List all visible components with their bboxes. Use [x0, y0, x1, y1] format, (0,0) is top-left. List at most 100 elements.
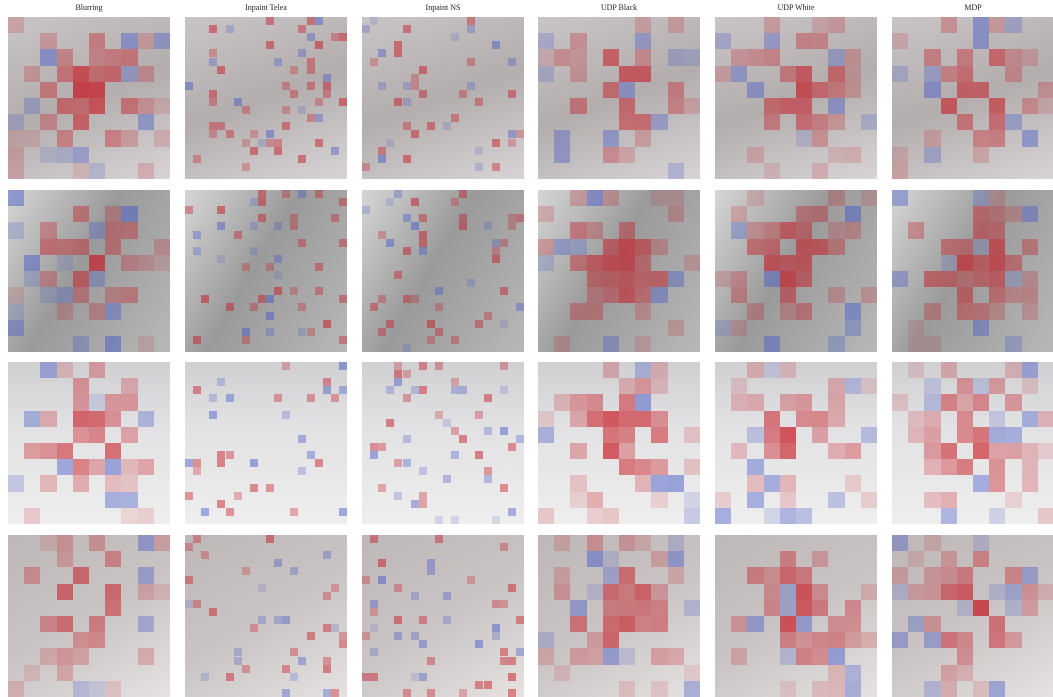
heat-patch — [193, 600, 201, 608]
heat-patch — [715, 492, 731, 508]
heat-patch — [892, 567, 908, 583]
heat-patch — [427, 122, 435, 130]
heat-patch — [941, 239, 957, 255]
saliency-panel — [362, 190, 524, 352]
heat-patch — [747, 492, 763, 508]
heat-patch — [362, 576, 370, 584]
heat-patch — [747, 567, 763, 583]
heat-patch — [780, 394, 796, 410]
heat-patch — [796, 584, 812, 600]
heat-patch — [747, 459, 763, 475]
heat-patch — [370, 451, 378, 459]
heat-patch — [105, 584, 121, 600]
heat-patch — [957, 271, 973, 287]
heat-patch — [492, 624, 500, 632]
heat-patch — [24, 130, 40, 146]
heat-patch — [908, 320, 924, 336]
heat-patch — [40, 222, 56, 238]
heat-patch — [635, 114, 651, 130]
heat-patch — [635, 271, 651, 287]
heat-patch — [459, 435, 467, 443]
heat-patch — [500, 600, 508, 608]
heat-patch — [989, 206, 1005, 222]
heat-patch — [1022, 303, 1038, 319]
heat-patch — [812, 17, 828, 33]
heat-patch — [957, 239, 973, 255]
heat-patch — [508, 90, 516, 98]
heat-patch — [185, 206, 193, 214]
heat-patch — [24, 508, 40, 524]
heat-patch — [731, 206, 747, 222]
heat-patch — [443, 475, 451, 483]
heat-patch — [603, 551, 619, 567]
heat-patch — [989, 378, 1005, 394]
heat-patch — [554, 336, 570, 352]
heat-patch — [323, 74, 331, 82]
heat-patch — [619, 648, 635, 664]
heat-patch — [323, 624, 331, 632]
heat-patch — [796, 82, 812, 98]
heat-patch — [651, 411, 667, 427]
heat-patch — [684, 255, 700, 271]
heat-patch — [298, 303, 306, 311]
heat-patch — [538, 411, 554, 427]
heat-patch — [475, 411, 483, 419]
heat-patch — [570, 648, 586, 664]
heat-patch — [845, 49, 861, 65]
heat-patch — [492, 41, 500, 49]
heat-patch — [307, 114, 315, 122]
heat-patch — [339, 198, 347, 206]
heat-patch — [989, 114, 1005, 130]
heat-patch — [105, 551, 121, 567]
heat-patch — [812, 239, 828, 255]
heat-patch — [957, 303, 973, 319]
heat-patch — [298, 328, 306, 336]
heat-patch — [989, 239, 1005, 255]
heat-patch — [828, 66, 844, 82]
heat-patch — [892, 271, 908, 287]
heat-patch — [619, 443, 635, 459]
heat-patch — [796, 239, 812, 255]
heat-patch — [40, 287, 56, 303]
saliency-panel — [892, 190, 1053, 352]
heat-patch — [924, 681, 940, 697]
heat-patch — [957, 378, 973, 394]
heat-patch — [828, 114, 844, 130]
heat-patch — [307, 33, 315, 41]
heat-patch — [731, 49, 747, 65]
heat-patch — [747, 303, 763, 319]
heat-patch — [201, 551, 209, 559]
heat-patch — [258, 190, 266, 198]
heat-patch — [796, 98, 812, 114]
heat-patch — [587, 632, 603, 648]
heat-patch — [451, 427, 459, 435]
heat-patch — [812, 681, 828, 697]
heat-patch — [796, 33, 812, 49]
heat-patch — [651, 114, 667, 130]
heat-patch — [635, 459, 651, 475]
heat-patch — [378, 443, 386, 451]
heat-patch — [138, 255, 154, 271]
heat-patch — [282, 616, 290, 624]
heat-patch — [217, 451, 225, 459]
heat-patch — [40, 616, 56, 632]
heat-patch — [403, 394, 411, 402]
heat-patch — [323, 551, 331, 559]
heat-patch — [209, 98, 217, 106]
heat-patch — [217, 222, 225, 230]
heat-patch — [828, 49, 844, 65]
heat-patch — [1022, 475, 1038, 491]
heat-patch — [57, 287, 73, 303]
heat-patch — [973, 681, 989, 697]
heat-patch — [226, 508, 234, 516]
heat-patch — [508, 443, 516, 451]
heat-patch — [105, 222, 121, 238]
heat-patch — [845, 303, 861, 319]
heat-patch — [989, 508, 1005, 524]
heat-patch — [121, 508, 137, 524]
heat-patch — [603, 130, 619, 146]
heat-patch — [651, 475, 667, 491]
heat-patch — [378, 328, 386, 336]
heat-patch — [973, 33, 989, 49]
heat-patch — [603, 147, 619, 163]
